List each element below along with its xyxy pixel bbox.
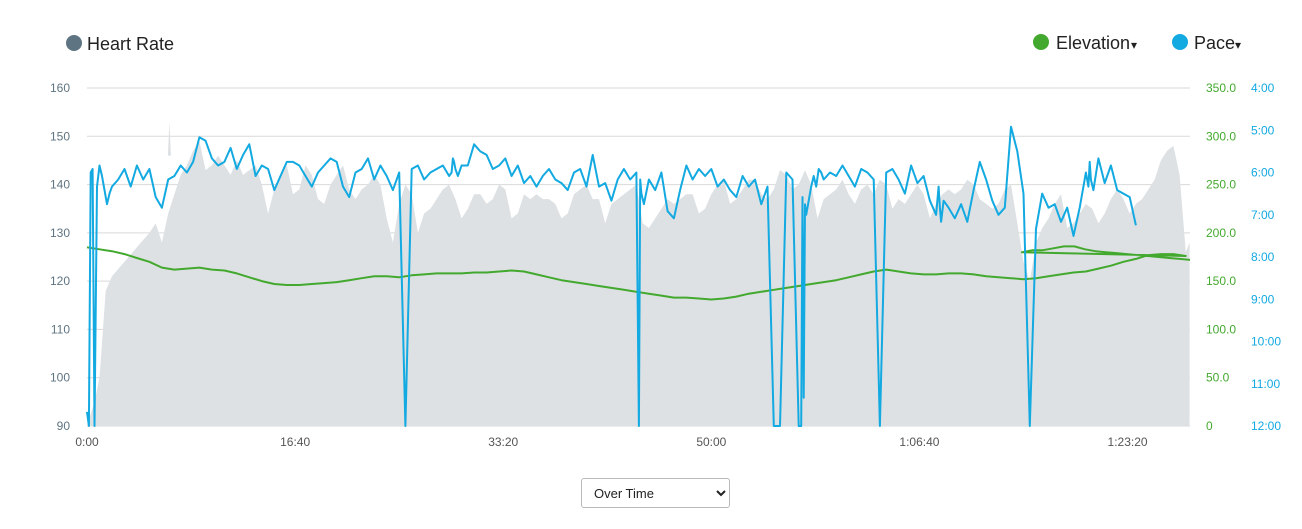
pace-dropdown-arrow-icon[interactable]: ▾ bbox=[1235, 38, 1241, 52]
x-tick-label: 0:00 bbox=[75, 435, 99, 449]
heart-rate-tick-label: 120 bbox=[50, 274, 70, 288]
heart-rate-tick-label: 160 bbox=[50, 81, 70, 95]
pace-tick-label: 10:00 bbox=[1251, 335, 1281, 349]
pace-line bbox=[86, 125, 1137, 427]
heart-rate-tick-label: 150 bbox=[50, 129, 70, 143]
pace-tick-label: 5:00 bbox=[1251, 123, 1275, 137]
elevation-dropdown-arrow-icon[interactable]: ▾ bbox=[1131, 38, 1137, 52]
legend-elevation[interactable]: Elevation ▾ bbox=[1033, 33, 1137, 53]
x-tick-label: 1:23:20 bbox=[1108, 435, 1148, 449]
pace-tick-label: 7:00 bbox=[1251, 208, 1275, 222]
elevation-tick-label: 100.0 bbox=[1206, 322, 1236, 336]
elevation-tick-label: 50.0 bbox=[1206, 371, 1230, 385]
elevation-legend-dot bbox=[1033, 34, 1049, 50]
heart-rate-tick-label: 140 bbox=[50, 178, 70, 192]
elevation-tick-label: 150.0 bbox=[1206, 274, 1236, 288]
pace-tick-label: 6:00 bbox=[1251, 166, 1275, 180]
x-tick-label: 50:00 bbox=[696, 435, 726, 449]
x-tick-label: 1:06:40 bbox=[899, 435, 939, 449]
pace-axis-ticks: 4:00 5:00 6:00 7:00 8:00 9:00 10:00 11:00 12:00 bbox=[1251, 81, 1281, 433]
elevation-legend-label: Elevation bbox=[1056, 33, 1130, 53]
elevation-tick-label: 250.0 bbox=[1206, 178, 1236, 192]
left-axis-ticks: 160 150 140 130 120 110 100 90 bbox=[50, 81, 70, 433]
elevation-tick-label: 200.0 bbox=[1206, 226, 1236, 240]
x-tick-label: 33:20 bbox=[488, 435, 518, 449]
pace-legend-dot bbox=[1172, 34, 1188, 50]
pace-series bbox=[86, 125, 1137, 427]
heart-rate-legend-label: Heart Rate bbox=[87, 34, 174, 54]
heart-rate-peak bbox=[167, 121, 171, 156]
heart-rate-legend-dot bbox=[66, 35, 82, 51]
x-axis-ticks: 0:00 16:40 33:20 50:00 1:06:40 1:23:20 bbox=[75, 435, 1148, 449]
x-tick-label: 16:40 bbox=[280, 435, 310, 449]
pace-tick-label: 11:00 bbox=[1251, 377, 1280, 391]
legend-heart-rate[interactable]: Heart Rate bbox=[66, 34, 174, 54]
heart-rate-tick-label: 110 bbox=[51, 322, 70, 336]
elevation-tick-label: 350.0 bbox=[1206, 81, 1236, 95]
elevation-line bbox=[86, 245, 1191, 301]
elevation-axis-ticks: 350.0 300.0 250.0 200.0 150.0 100.0 50.0 0 bbox=[1206, 81, 1236, 433]
pace-tick-label: 8:00 bbox=[1251, 250, 1275, 264]
elevation-tick-label: 300.0 bbox=[1206, 129, 1236, 143]
pace-tick-label: 4:00 bbox=[1251, 81, 1275, 95]
pace-tick-label: 9:00 bbox=[1251, 292, 1275, 306]
legend-pace[interactable]: Pace ▾ bbox=[1172, 33, 1241, 53]
heart-rate-tick-label: 100 bbox=[50, 371, 70, 385]
pace-legend-label: Pace bbox=[1194, 33, 1235, 53]
elevation-series bbox=[86, 245, 1191, 301]
elevation-tick-label: 0 bbox=[1206, 419, 1213, 433]
chart-view-select[interactable]: Over Time bbox=[581, 478, 730, 508]
heart-rate-tick-label: 130 bbox=[50, 226, 70, 240]
pace-tick-label: 12:00 bbox=[1251, 419, 1281, 433]
heart-rate-tick-label: 90 bbox=[57, 419, 71, 433]
